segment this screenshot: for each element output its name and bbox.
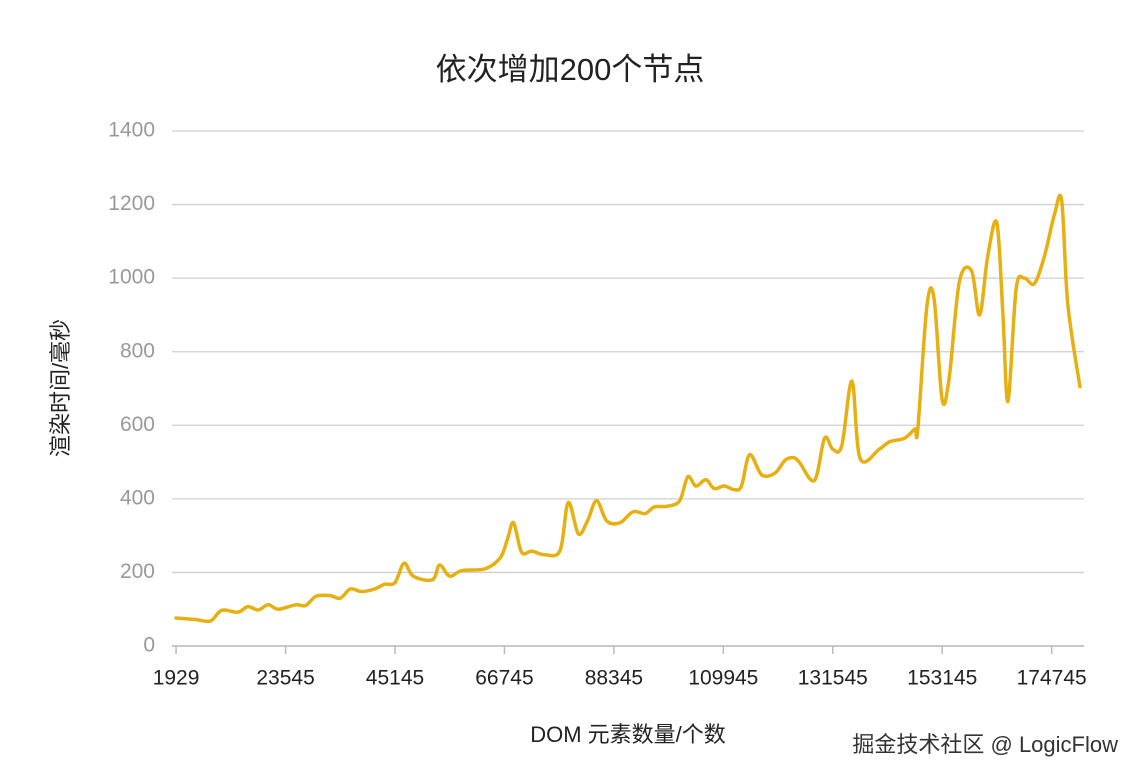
x-tick-label: 88345 (585, 667, 643, 690)
y-tick-label: 400 (120, 486, 155, 509)
y-tick-label: 1200 (108, 192, 155, 215)
y-tick-label: 800 (120, 339, 155, 362)
y-axis-title: 渲染时间/毫秒 (48, 319, 73, 457)
y-tick-label: 1400 (108, 119, 155, 142)
x-tick-label: 23545 (256, 667, 314, 690)
y-tick-label: 1000 (108, 266, 155, 289)
chart-title: 依次增加200个节点 (436, 52, 705, 87)
x-tick-label: 131545 (798, 667, 868, 690)
data-line (174, 193, 1082, 624)
x-tick-label: 66745 (475, 667, 533, 690)
y-tick-label: 200 (120, 560, 155, 583)
x-tick-label: 45145 (366, 667, 424, 690)
x-tick-label: 109945 (688, 667, 758, 690)
y-tick-label: 0 (143, 634, 155, 657)
x-tick-label: 153145 (907, 667, 977, 690)
x-axis-title: DOM 元素数量/个数 (530, 722, 726, 747)
watermark: 掘金技术社区 @ LogicFlow (852, 732, 1118, 757)
x-tick-label: 1929 (153, 667, 200, 690)
y-tick-label: 600 (120, 413, 155, 436)
x-tick-label: 174745 (1017, 667, 1087, 690)
